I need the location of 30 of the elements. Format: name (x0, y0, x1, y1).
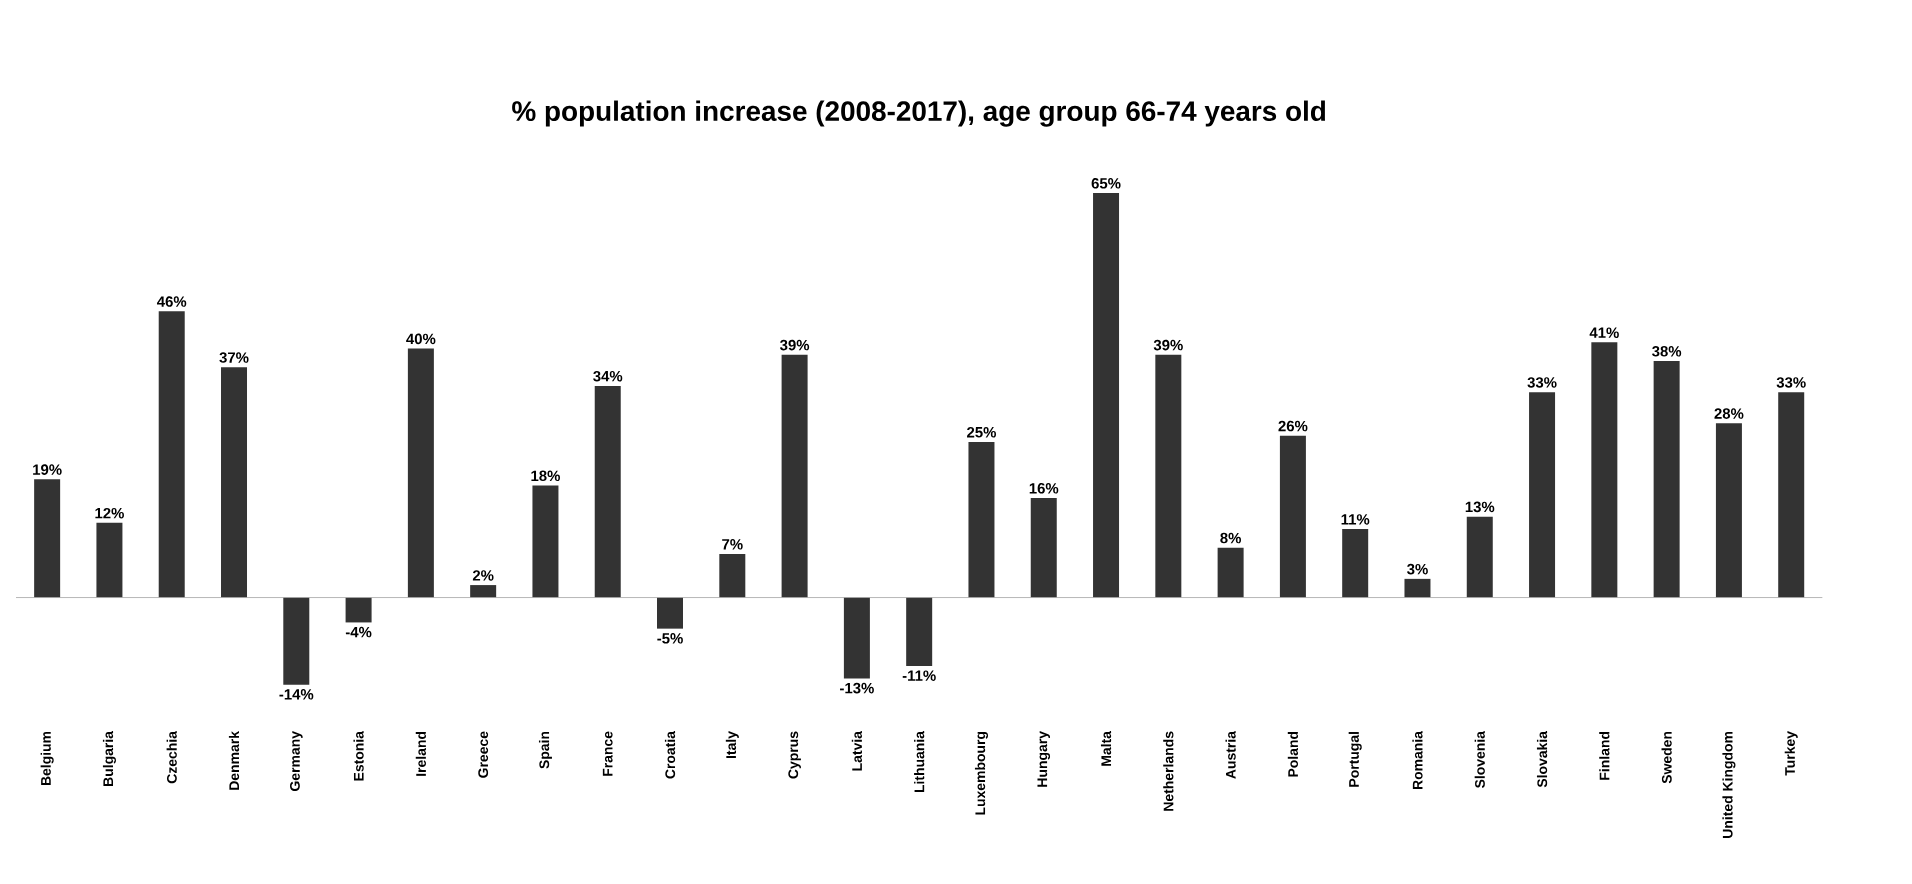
bar (221, 367, 248, 598)
bar (1591, 342, 1618, 598)
bar (1466, 516, 1493, 598)
bar (781, 354, 808, 598)
bar (1404, 578, 1431, 598)
bar (345, 597, 372, 623)
bar (407, 348, 434, 598)
bar (1155, 354, 1182, 598)
bar (96, 522, 123, 598)
bar (1279, 435, 1306, 598)
bar (843, 597, 870, 679)
bar (657, 597, 684, 629)
bar (1093, 192, 1120, 598)
bar (1529, 392, 1556, 598)
bar (158, 311, 185, 598)
bar (283, 597, 310, 685)
bar (1217, 547, 1244, 598)
bar (34, 479, 61, 598)
bar (1342, 529, 1369, 598)
bar (1653, 361, 1680, 598)
bar (1715, 423, 1742, 598)
bar (594, 385, 621, 598)
chart-title: % population increase (2008-2017), age group 66-74 years old (512, 100, 1326, 127)
bar (532, 485, 559, 598)
bar (719, 553, 746, 598)
bar (906, 597, 933, 666)
bar (968, 441, 995, 598)
bar (1030, 497, 1057, 598)
bar (470, 585, 497, 598)
bar (1778, 392, 1805, 598)
